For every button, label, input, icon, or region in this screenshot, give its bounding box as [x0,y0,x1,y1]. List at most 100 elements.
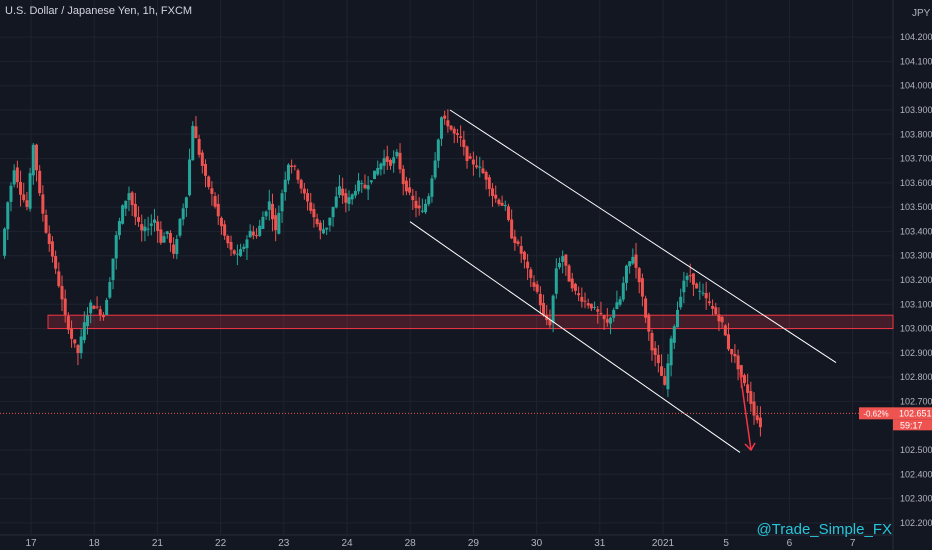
candle-body [162,236,166,243]
candle-body [229,241,233,250]
candle-body [675,309,679,328]
candle-body [660,366,664,376]
candle-body [328,217,332,226]
candle-body [583,300,587,302]
candle-body [621,282,625,300]
candle-body [22,194,26,201]
y-tick-label: 102.400 [900,469,932,479]
candle-body [455,133,459,135]
candle-body [443,115,447,119]
candle-body [628,261,632,267]
candle-body [143,226,147,232]
candle-body [449,125,453,130]
candle-body [408,187,412,193]
y-tick-label: 103.300 [900,251,932,261]
candle-body [506,206,510,220]
candle-body [500,202,504,206]
candle-body [19,182,23,195]
candle-body [261,216,265,229]
candle-body [487,177,491,189]
y-tick-label: 104.200 [900,32,932,42]
y-tick-label: 104.000 [900,81,932,91]
symbol-title: U.S. Dollar / Japanese Yen, 1h, FXCM [5,5,193,17]
candle-body [239,249,243,256]
candle-body [567,265,571,282]
candle-body [593,306,597,308]
candle-body [682,280,686,293]
candle-body [200,152,204,166]
candle-body [599,312,603,315]
y-tick-label: 103.900 [900,105,932,115]
projection-arrow [739,372,752,451]
candle-body [219,217,223,227]
candle-body [165,231,169,235]
candle-body [57,271,61,287]
candle-body [130,192,134,206]
candle-body [184,197,188,208]
x-tick-label: 22 [215,538,227,549]
candle-body [341,188,345,196]
x-tick-label: 7 [850,538,856,549]
candle-body [717,314,721,322]
candle-body [216,203,220,217]
candle-body [60,285,64,300]
candle-body [647,314,651,332]
candle-body [580,296,584,302]
x-tick-label: 30 [531,538,543,549]
candle-body [283,179,287,193]
candle-body [491,188,495,196]
candle-body [366,185,370,190]
x-tick-label: 6 [787,538,793,549]
candle-body [723,325,727,336]
candle-body [605,319,609,323]
author-watermark: @Trade_Simple_FX [756,521,892,538]
candle-body [251,231,255,236]
price-change-badge [859,407,893,420]
candle-body [704,293,708,299]
candle-body [650,332,654,351]
candle-body [347,197,351,204]
support-zone [47,314,894,330]
x-tick-label: 31 [594,538,606,549]
candle-body [63,298,67,315]
x-tick-label: 18 [89,538,101,549]
candle-body [95,306,99,308]
candle-body [267,201,271,210]
candle-body [707,301,711,304]
candle-body [465,146,469,161]
candle-body [12,170,16,185]
candle-body [82,322,86,341]
candle-body [124,200,128,209]
candle-body [516,241,520,244]
candle-body [433,160,437,178]
candle-body [105,299,109,316]
candle-body [146,228,150,230]
candle-body [235,253,239,255]
candle-body [589,303,593,309]
candle-body [376,167,380,175]
candle-body [401,168,405,185]
candle-body [669,338,673,366]
candle-body [615,302,619,310]
candle-body [609,317,613,324]
candle-body [417,205,421,209]
candle-body [698,290,702,292]
candle-body [331,206,335,218]
candle-body [446,120,450,127]
x-tick-label: 29 [468,538,480,549]
channel-upper-line [449,109,837,363]
candle-body [758,417,762,428]
price-badge [893,407,932,420]
candle-body [31,144,35,176]
y-tick-label: 103.600 [900,178,932,188]
candle-body [3,228,7,256]
candle-body [679,296,683,308]
candle-body [325,227,329,230]
candle-body [688,275,692,277]
candle-body [54,256,58,269]
candle-body [424,203,428,213]
candle-body [108,282,112,298]
y-tick-label: 102.700 [900,396,932,406]
candle-body [653,348,657,355]
